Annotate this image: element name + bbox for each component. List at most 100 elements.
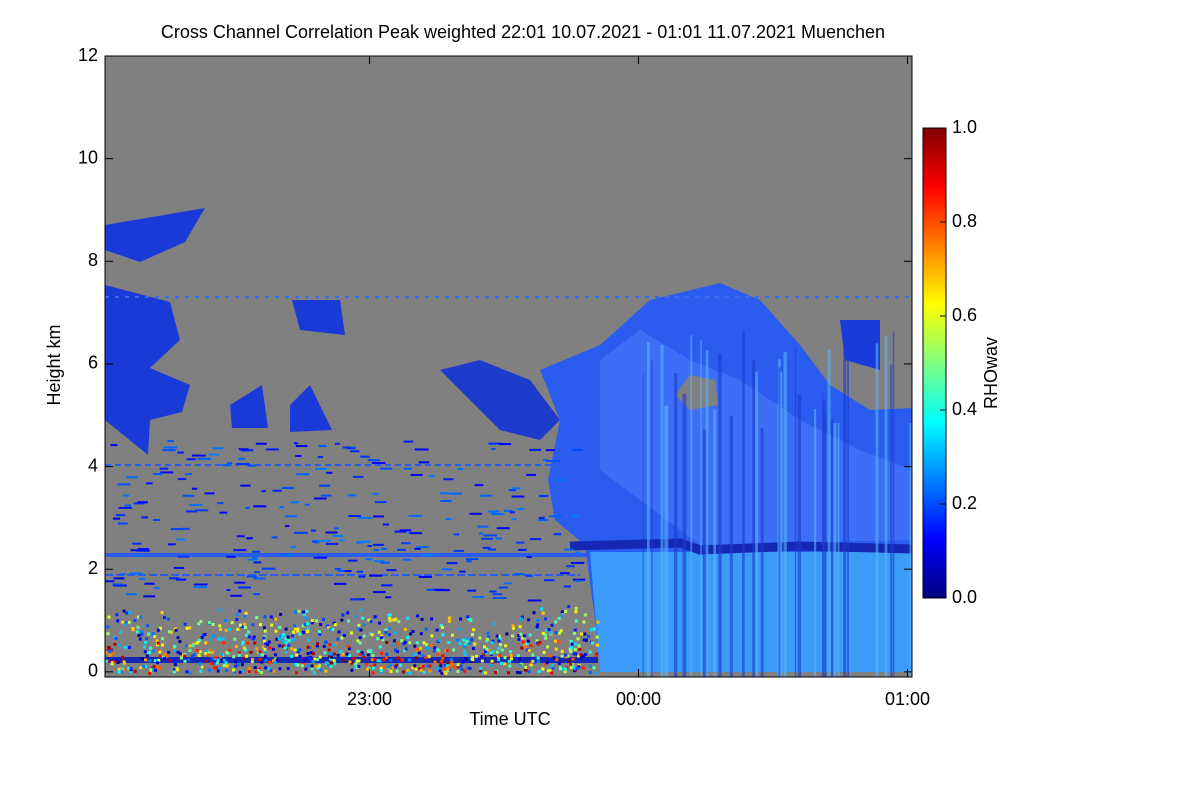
noise-pixel [168,659,172,663]
noise-pixel [261,645,265,649]
noise-pixel [306,645,310,649]
noise-pixel [511,495,525,498]
noise-pixel [262,567,276,570]
stripe [832,423,837,677]
noise-pixel [191,654,195,658]
noise-pixel [452,648,456,652]
noise-pixel [388,627,392,631]
noise-pixel [516,507,525,510]
noise-pixel [136,549,150,552]
noise-pixel [424,627,428,631]
noise-pixel [119,630,123,634]
noise-pixel [246,537,253,540]
noise-pixel [453,549,465,552]
noise-pixel [119,573,126,576]
noise-pixel [544,617,548,621]
noise-pixel [594,654,598,658]
noise-pixel [541,667,545,671]
noise-pixel [571,657,575,661]
stripe [778,367,781,677]
noise-pixel [519,632,523,636]
noise-pixel [326,663,330,667]
stripe [843,348,847,677]
noise-pixel [531,653,535,657]
noise-pixel [403,640,407,644]
noise-pixel [206,653,210,657]
noise-pixel [185,644,189,648]
noise-pixel [174,628,178,632]
noise-pixel [329,655,333,659]
noise-pixel [538,518,549,521]
noise-pixel [180,527,190,530]
noise-pixel [255,442,267,445]
noise-pixel [127,610,131,614]
noise-pixel [143,650,147,654]
noise-pixel [574,551,582,554]
noise-pixel [563,585,571,588]
noise-pixel [589,628,593,632]
noise-pixel [466,560,472,563]
noise-pixel [286,667,290,671]
noise-pixel [498,443,512,446]
noise-pixel [301,624,305,628]
noise-pixel [526,639,530,643]
noise-pixel [253,641,257,645]
noise-pixel [347,654,351,658]
noise-pixel [422,671,426,675]
noise-pixel [327,626,331,630]
noise-pixel [292,630,296,634]
noise-pixel [411,666,415,670]
noise-pixel [499,661,503,665]
noise-pixel [281,644,285,648]
noise-pixel [185,670,189,674]
noise-pixel [546,669,550,673]
noise-pixel [129,572,143,575]
noise-pixel [536,623,540,627]
noise-pixel [220,658,224,662]
noise-pixel [269,615,273,619]
noise-pixel [484,671,488,675]
noise-pixel [216,669,220,673]
noise-pixel [121,655,125,659]
y-tick-label: 8 [88,250,98,270]
noise-pixel [486,631,490,635]
noise-pixel [172,668,176,672]
noise-pixel [384,630,388,634]
noise-pixel [372,666,376,670]
noise-pixel [140,632,144,636]
noise-pixel [238,448,249,451]
noise-pixel [460,667,464,671]
noise-pixel [497,658,501,662]
noise-pixel [491,513,505,516]
noise-pixel [416,614,420,618]
noise-pixel [537,670,541,674]
noise-pixel [203,633,207,637]
noise-pixel [158,650,162,654]
noise-pixel [573,647,577,651]
noise-pixel [253,561,262,564]
noise-pixel [280,635,284,639]
noise-pixel [333,623,337,627]
noise-pixel [132,542,142,545]
noise-pixel [511,624,515,628]
noise-pixel [200,636,204,640]
noise-pixel [328,654,332,658]
noise-pixel [143,595,155,598]
noise-pixel [573,667,577,671]
noise-pixel [569,649,573,653]
noise-pixel [497,634,501,638]
noise-pixel [173,649,177,653]
noise-pixel [392,643,396,647]
cloud-region [105,285,190,455]
noise-pixel [541,611,545,615]
noise-pixel [463,649,467,653]
noise-pixel [557,640,561,644]
noise-pixel [588,650,592,654]
noise-pixel [436,648,440,652]
noise-pixel [133,619,137,623]
noise-pixel [331,628,335,632]
noise-pixel [247,667,251,671]
noise-pixel [580,656,584,660]
noise-pixel [209,638,213,642]
stripe [824,413,827,677]
